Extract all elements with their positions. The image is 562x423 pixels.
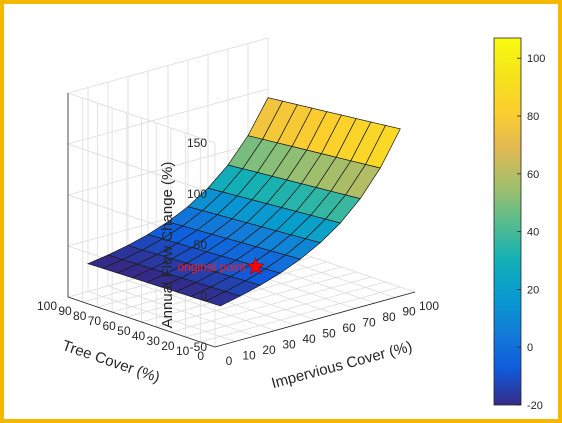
x-tick-label: 70 <box>362 316 376 330</box>
x-tick-label: 0 <box>226 354 233 368</box>
colorbar-tick-label: 80 <box>527 111 539 123</box>
x-axis-line <box>214 291 416 348</box>
z-tick-label: 150 <box>187 136 207 150</box>
colorbar-tick-label: 100 <box>527 53 545 65</box>
y-tick-label: 70 <box>88 314 102 328</box>
y-tick-label: 50 <box>117 324 131 338</box>
z-tick-label: 0 <box>200 289 207 303</box>
y-tick-label: 90 <box>58 304 72 318</box>
surface-patch <box>365 124 401 169</box>
annotation-label: original point <box>178 260 247 274</box>
y-tick-label: 10 <box>176 344 190 358</box>
x-tick-label: 10 <box>242 349 256 363</box>
z-axis-label: Annual Flow Change (%) <box>159 162 176 329</box>
x-tick-label: 20 <box>262 343 276 357</box>
y-tick-label: 20 <box>161 339 175 353</box>
x-tick-label: 60 <box>342 321 356 335</box>
y-tick-label: 100 <box>37 299 57 313</box>
x-tick-label: 80 <box>382 310 396 324</box>
z-tick-label: 100 <box>187 187 207 201</box>
x-tick-label: 50 <box>322 327 336 341</box>
colorbar-tick-label: -20 <box>527 400 543 412</box>
x-tick-label: 100 <box>419 299 439 313</box>
y-axis-line <box>67 296 216 348</box>
colorbar-bar <box>493 37 522 406</box>
surface-mesh <box>86 97 401 307</box>
colorbar: -20 0 20 40 60 80 100 <box>493 37 545 412</box>
y-tick-label: 0 <box>197 349 204 363</box>
tick-labels: 0 10 20 30 40 50 60 70 80 90 100010203040506070809… <box>37 136 439 368</box>
z-tick-label: -50 <box>190 340 208 354</box>
original-point-marker: original point <box>178 256 266 275</box>
z-tick-label: 50 <box>194 238 208 252</box>
y-tick-label: 30 <box>147 334 161 348</box>
colorbar-tick-label: 0 <box>527 342 533 354</box>
y-tick-label: 40 <box>132 329 146 343</box>
y-tick-label: 80 <box>73 309 87 323</box>
red-star-icon <box>246 256 266 275</box>
x-tick-label: 40 <box>302 332 316 346</box>
x-tick-label: 30 <box>282 338 296 352</box>
y-tick-label: 60 <box>102 319 116 333</box>
colorbar-tick-label: 20 <box>527 284 539 296</box>
colorbar-tick-label: 40 <box>527 227 539 239</box>
colorbar-tick-label: 60 <box>527 169 539 181</box>
x-tick-label: 90 <box>402 305 416 319</box>
